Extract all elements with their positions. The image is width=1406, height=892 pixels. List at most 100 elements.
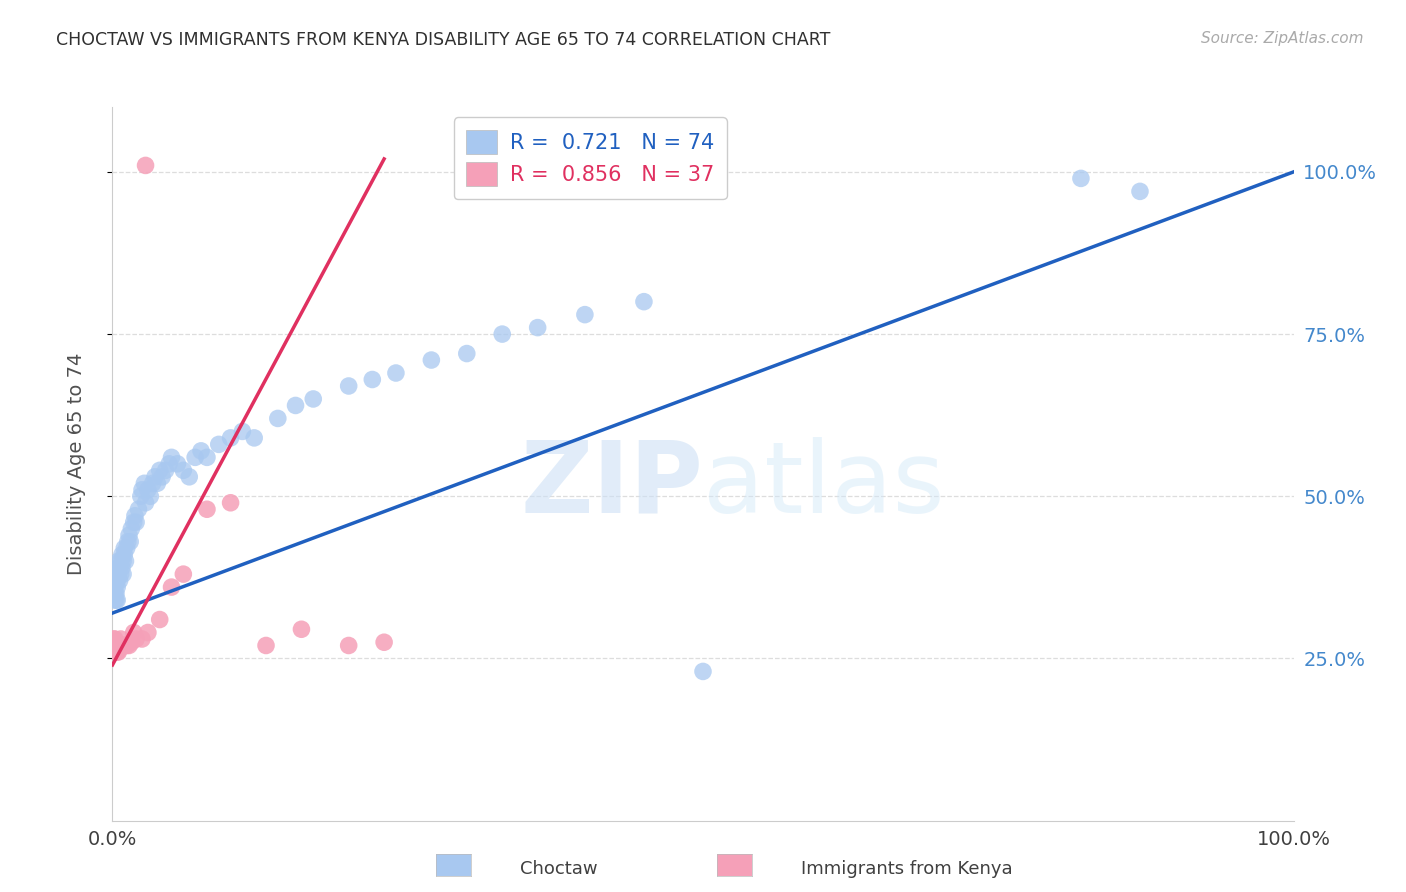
Point — [254, 639, 277, 653]
Point — [172, 567, 194, 582]
Point — [125, 632, 148, 646]
Point — [195, 450, 218, 465]
Point — [491, 327, 513, 342]
Point — [120, 635, 142, 649]
Point — [105, 639, 128, 653]
Point — [112, 567, 135, 582]
Point — [118, 528, 141, 542]
Point — [105, 574, 128, 588]
Point — [142, 476, 165, 491]
Point — [155, 463, 177, 477]
Text: Choctaw: Choctaw — [520, 860, 598, 878]
Point — [1129, 185, 1152, 199]
Point — [149, 463, 172, 477]
Text: Source: ZipAtlas.com: Source: ZipAtlas.com — [1201, 31, 1364, 46]
Point — [160, 450, 183, 465]
Point — [136, 483, 159, 497]
Point — [385, 366, 408, 380]
Point — [136, 625, 159, 640]
Point — [108, 641, 131, 656]
Point — [107, 639, 129, 653]
Point — [105, 641, 128, 656]
Point — [290, 622, 312, 636]
Point — [110, 554, 132, 568]
Point — [243, 431, 266, 445]
Point — [105, 639, 128, 653]
Point — [107, 554, 129, 568]
Point — [112, 548, 135, 562]
Point — [108, 574, 131, 588]
Point — [105, 574, 128, 588]
Point — [231, 425, 253, 439]
Point — [105, 641, 128, 656]
Point — [111, 548, 134, 562]
Point — [108, 639, 131, 653]
Point — [456, 346, 478, 360]
Point — [131, 483, 153, 497]
Point — [134, 476, 156, 491]
Point — [361, 372, 384, 386]
Point — [131, 632, 153, 646]
Point — [105, 593, 128, 607]
Point — [107, 560, 129, 574]
Point — [107, 645, 129, 659]
Point — [337, 379, 360, 393]
Point — [337, 639, 360, 653]
Point — [157, 457, 180, 471]
Point — [110, 567, 132, 582]
Point — [104, 639, 127, 653]
Point — [103, 580, 125, 594]
Point — [110, 639, 132, 653]
Text: atlas: atlas — [703, 437, 945, 533]
Point — [104, 632, 127, 646]
Point — [104, 580, 127, 594]
Point — [111, 639, 134, 653]
Point — [184, 450, 207, 465]
Point — [166, 457, 188, 471]
Point — [125, 515, 148, 529]
Point — [219, 496, 242, 510]
Point — [129, 489, 152, 503]
Point — [146, 476, 169, 491]
Point — [107, 567, 129, 582]
Point — [420, 353, 443, 368]
Point — [1070, 171, 1092, 186]
Text: Immigrants from Kenya: Immigrants from Kenya — [801, 860, 1014, 878]
Point — [105, 593, 128, 607]
Point — [179, 470, 201, 484]
Text: CHOCTAW VS IMMIGRANTS FROM KENYA DISABILITY AGE 65 TO 74 CORRELATION CHART: CHOCTAW VS IMMIGRANTS FROM KENYA DISABIL… — [56, 31, 831, 49]
Point — [150, 470, 173, 484]
Point — [105, 645, 128, 659]
Point — [112, 554, 135, 568]
Point — [373, 635, 395, 649]
Point — [104, 574, 127, 588]
Point — [219, 431, 242, 445]
Point — [195, 502, 218, 516]
Point — [104, 639, 127, 653]
Point — [112, 639, 135, 653]
Point — [115, 541, 138, 556]
Point — [633, 294, 655, 309]
Point — [114, 554, 136, 568]
Point — [526, 320, 548, 334]
Point — [574, 308, 596, 322]
Point — [302, 392, 325, 406]
Point — [135, 158, 157, 172]
Point — [172, 463, 194, 477]
Point — [284, 399, 307, 413]
Point — [105, 586, 128, 600]
Point — [103, 632, 125, 646]
Y-axis label: Disability Age 65 to 74: Disability Age 65 to 74 — [67, 352, 86, 575]
Point — [692, 665, 714, 679]
Point — [190, 443, 212, 458]
Legend: R =  0.721   N = 74, R =  0.856   N = 37: R = 0.721 N = 74, R = 0.856 N = 37 — [454, 118, 727, 199]
Point — [127, 502, 149, 516]
Point — [115, 639, 138, 653]
Point — [104, 593, 127, 607]
Point — [160, 580, 183, 594]
Point — [110, 632, 132, 646]
Point — [122, 625, 145, 640]
Point — [122, 515, 145, 529]
Point — [118, 639, 141, 653]
Point — [117, 534, 139, 549]
